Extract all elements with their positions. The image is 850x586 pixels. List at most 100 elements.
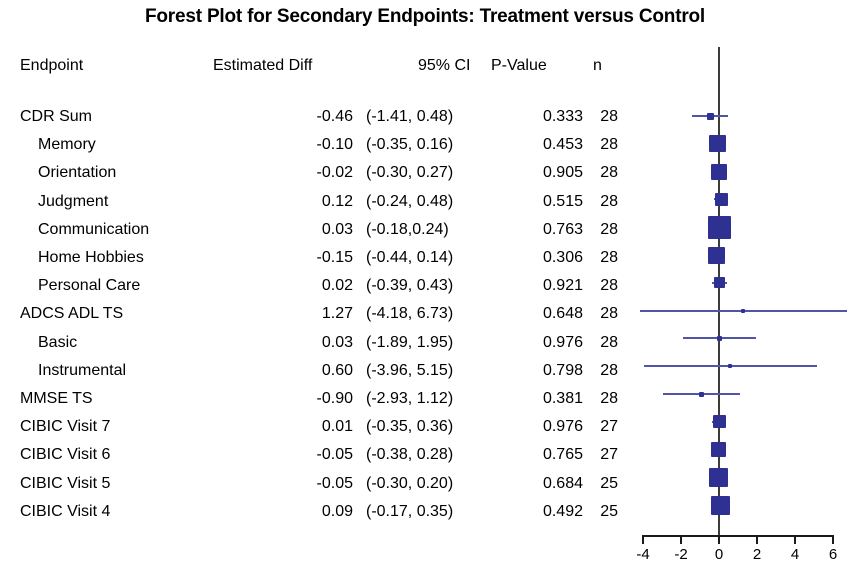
n-value: 25 [600, 502, 618, 520]
p-value: 0.921 [542, 277, 583, 295]
endpoint-label: ADCS ADL TS [20, 305, 124, 323]
confidence-interval-value: (-0.39, 0.43) [366, 277, 454, 295]
confidence-interval-value: (-1.41, 0.48) [366, 108, 454, 125]
p-value: 0.515 [542, 192, 583, 210]
endpoint-label: CDR Sum [20, 108, 93, 125]
point-estimate-marker [717, 335, 723, 341]
p-value: 0.306 [542, 249, 583, 266]
n-value: 27 [600, 418, 618, 436]
point-estimate-marker [714, 192, 728, 206]
confidence-interval-value: (-0.30, 0.20) [366, 474, 454, 492]
confidence-interval-value: (-2.93, 1.12) [366, 390, 454, 407]
estimated-diff-value: 1.27 [321, 305, 353, 323]
point-estimate-marker [708, 135, 726, 153]
confidence-interval-value: (-4.18, 6.73) [366, 305, 454, 323]
x-axis-tick [680, 535, 682, 544]
endpoint-label: MMSE TS [20, 390, 93, 407]
p-value: 0.381 [542, 390, 583, 407]
estimated-diff-value: 0.09 [321, 502, 353, 520]
chart-title: Forest Plot for Secondary Endpoints: Tre… [145, 6, 705, 27]
x-axis-tick-label: -2 [674, 546, 688, 563]
p-value: 0.763 [542, 220, 583, 238]
estimated-diff-value: 0.02 [321, 277, 353, 295]
x-axis-tick [794, 535, 796, 544]
n-value: 28 [600, 192, 618, 210]
n-value: 28 [600, 136, 618, 154]
confidence-interval-value: (-0.30, 0.27) [366, 164, 454, 182]
p-value: 0.333 [542, 108, 583, 125]
p-value: 0.976 [542, 333, 583, 351]
n-value: 28 [600, 164, 618, 182]
endpoint-label: CIBIC Visit 4 [20, 502, 111, 520]
point-estimate-marker [707, 246, 725, 264]
x-axis-tick [832, 535, 834, 544]
header-endpoint: Endpoint [20, 57, 84, 74]
estimated-diff-value: 0.60 [321, 361, 353, 379]
estimated-diff-value: -0.90 [316, 390, 353, 407]
x-axis-tick-label: 2 [752, 546, 762, 563]
endpoint-label: Basic [38, 333, 78, 351]
confidence-interval-value: (-3.96, 5.15) [366, 361, 454, 379]
x-axis-tick [756, 535, 758, 544]
n-value: 28 [600, 249, 618, 266]
point-estimate-marker [741, 308, 746, 313]
endpoint-label: Personal Care [38, 277, 141, 295]
p-value: 0.648 [542, 305, 583, 323]
confidence-interval-value: (-0.44, 0.14) [366, 249, 454, 266]
endpoint-label: Memory [38, 136, 96, 154]
header-p-value: P-Value [491, 57, 547, 74]
confidence-interval-value: (-0.24, 0.48) [366, 192, 454, 210]
estimated-diff-value: 0.03 [321, 333, 353, 351]
n-value: 28 [600, 361, 618, 379]
n-value: 28 [600, 305, 618, 323]
x-axis-tick-label: 0 [714, 546, 724, 563]
p-value: 0.684 [542, 474, 583, 492]
p-value: 0.798 [542, 361, 583, 379]
confidence-interval-value: (-0.18,0.24) [366, 220, 449, 238]
header-95ci: 95% CI [418, 57, 471, 74]
confidence-interval-value: (-0.35, 0.16) [366, 136, 454, 154]
n-value: 28 [600, 277, 618, 295]
n-value: 28 [600, 333, 618, 351]
point-estimate-marker [710, 442, 726, 458]
zero-reference-line [718, 47, 720, 535]
confidence-interval-value: (-1.89, 1.95) [366, 333, 454, 351]
p-value: 0.905 [542, 164, 583, 182]
endpoint-label: CIBIC Visit 6 [20, 446, 111, 464]
estimated-diff-value: 0.01 [321, 418, 353, 436]
estimated-diff-value: -0.10 [316, 136, 353, 154]
n-value: 27 [600, 446, 618, 464]
point-estimate-marker [713, 277, 725, 289]
estimated-diff-value: -0.05 [316, 446, 353, 464]
n-value: 28 [600, 108, 618, 125]
point-estimate-marker [708, 467, 728, 487]
x-axis-tick-label: 6 [828, 546, 838, 563]
point-estimate-marker [711, 495, 731, 515]
header-estimated-diff: Estimated Diff [213, 57, 313, 74]
n-value: 28 [600, 220, 618, 238]
endpoint-label: Communication [38, 220, 150, 238]
endpoint-label: Orientation [38, 164, 117, 182]
x-axis-tick [718, 535, 720, 544]
endpoint-label: CIBIC Visit 7 [20, 418, 111, 436]
confidence-interval-value: (-0.17, 0.35) [366, 502, 454, 520]
point-estimate-marker [710, 163, 727, 180]
estimated-diff-value: -0.02 [316, 164, 353, 182]
estimated-diff-value: -0.46 [316, 108, 353, 125]
estimated-diff-value: -0.05 [316, 474, 353, 492]
estimated-diff-value: 0.03 [321, 220, 353, 238]
endpoint-label: Home Hobbies [38, 249, 144, 266]
x-axis-tick-label: -4 [636, 546, 650, 563]
estimated-diff-value: -0.15 [316, 249, 353, 266]
point-estimate-marker [708, 215, 732, 239]
n-value: 28 [600, 390, 618, 407]
header-n: n [593, 57, 602, 74]
endpoint-label: Instrumental [38, 361, 127, 379]
x-axis-tick-label: 4 [790, 546, 800, 563]
x-axis-tick [642, 535, 644, 544]
point-estimate-marker [728, 364, 733, 369]
estimated-diff-value: 0.12 [321, 192, 353, 210]
p-value: 0.976 [542, 418, 583, 436]
point-estimate-marker [699, 391, 705, 397]
